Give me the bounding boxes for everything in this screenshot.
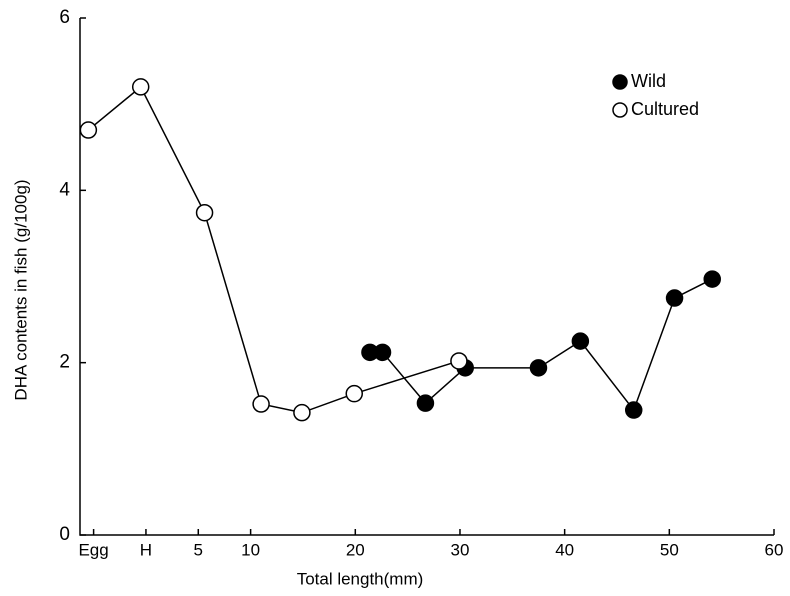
y-tick-label: 0 <box>59 524 70 545</box>
legend-label: Wild <box>631 71 666 91</box>
x-tick-label: 5 <box>194 540 203 559</box>
data-point <box>373 343 392 362</box>
x-tick-label: 60 <box>765 540 784 559</box>
data-point <box>416 394 435 412</box>
data-point <box>195 203 214 222</box>
data-point <box>79 121 98 139</box>
data-point <box>293 403 311 422</box>
x-tick-label: 20 <box>346 540 365 559</box>
x-tick-label: 50 <box>660 540 679 559</box>
data-point <box>345 384 364 403</box>
x-tick-label: Egg <box>78 540 108 559</box>
data-point <box>703 270 721 288</box>
y-tick-label: 4 <box>59 179 70 200</box>
legend-marker <box>612 74 628 90</box>
x-axis-label: Total length(mm) <box>297 569 424 588</box>
data-point <box>252 395 270 413</box>
data-point <box>131 78 150 96</box>
x-tick-label: 30 <box>451 540 470 559</box>
data-point <box>529 359 548 377</box>
legend-marker <box>612 102 628 118</box>
x-tick-label: 40 <box>555 540 574 559</box>
data-point <box>450 352 468 370</box>
x-tick-label: H <box>140 540 152 559</box>
x-tick-label: 10 <box>241 540 260 559</box>
series-line <box>87 85 460 414</box>
legend-label: Cultured <box>631 99 699 119</box>
data-point <box>571 332 590 350</box>
axes <box>79 18 774 536</box>
y-tick-label: 2 <box>59 352 70 373</box>
data-point <box>665 289 684 307</box>
series-line <box>369 278 713 412</box>
y-axis-label: DHA contents in fish (g/100g) <box>11 179 30 400</box>
data-point <box>624 401 643 419</box>
y-tick-label: 6 <box>59 7 70 28</box>
